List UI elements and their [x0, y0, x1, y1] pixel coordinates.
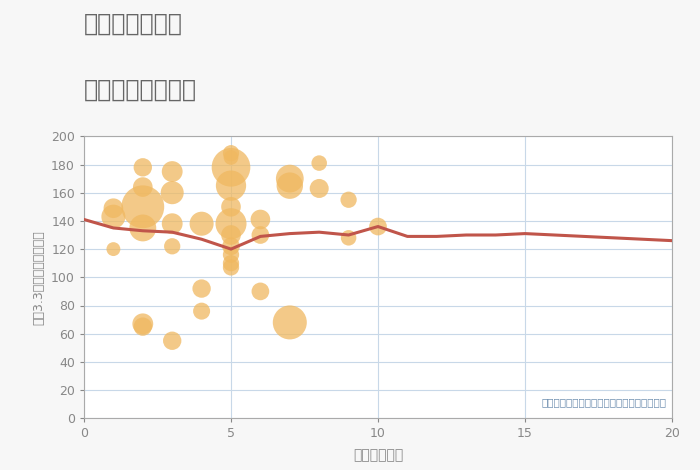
Point: [343, 196, 354, 204]
Point: [314, 159, 325, 167]
Point: [255, 231, 266, 239]
X-axis label: 駅距離（分）: 駅距離（分）: [353, 449, 403, 462]
Point: [167, 189, 178, 196]
Point: [167, 168, 178, 175]
Point: [255, 288, 266, 295]
Point: [167, 220, 178, 227]
Point: [225, 182, 237, 189]
Point: [255, 216, 266, 223]
Point: [167, 337, 178, 345]
Point: [225, 264, 237, 271]
Point: [196, 307, 207, 315]
Point: [108, 213, 119, 220]
Point: [137, 323, 148, 330]
Point: [137, 224, 148, 232]
Point: [137, 164, 148, 171]
Point: [108, 245, 119, 253]
Point: [225, 220, 237, 227]
Text: 大阪府難波駅の: 大阪府難波駅の: [84, 12, 183, 36]
Point: [225, 259, 237, 267]
Point: [167, 243, 178, 250]
Point: [225, 251, 237, 258]
Text: 円の大きさは、取引のあった物件面積を示す: 円の大きさは、取引のあった物件面積を示す: [541, 397, 666, 407]
Point: [137, 183, 148, 191]
Point: [372, 223, 384, 230]
Point: [284, 182, 295, 189]
Point: [284, 175, 295, 182]
Y-axis label: 坪（3.3㎡）単価（万円）: 坪（3.3㎡）単価（万円）: [32, 230, 46, 325]
Point: [137, 320, 148, 328]
Text: 駅距離別土地価格: 駅距離別土地価格: [84, 78, 197, 102]
Point: [225, 149, 237, 157]
Point: [137, 203, 148, 211]
Point: [225, 203, 237, 211]
Point: [225, 243, 237, 250]
Point: [108, 204, 119, 212]
Point: [343, 234, 354, 242]
Point: [196, 220, 207, 227]
Point: [225, 164, 237, 171]
Point: [196, 285, 207, 292]
Point: [225, 154, 237, 161]
Point: [314, 185, 325, 192]
Point: [225, 231, 237, 239]
Point: [284, 319, 295, 326]
